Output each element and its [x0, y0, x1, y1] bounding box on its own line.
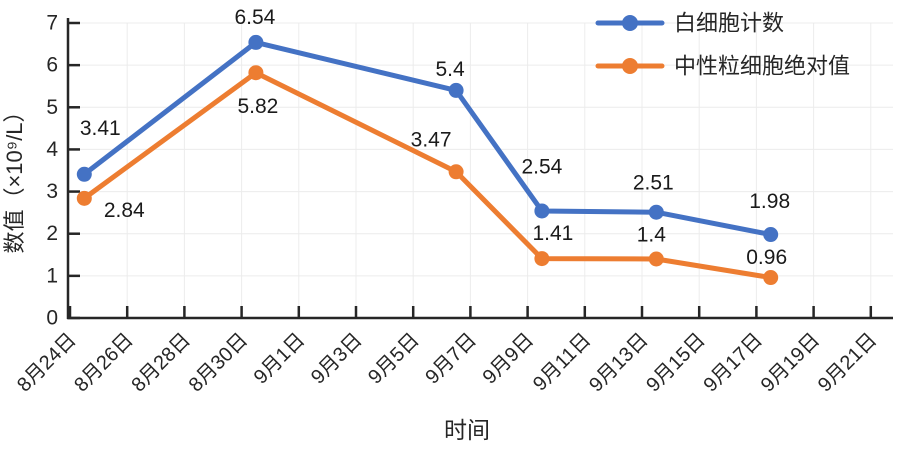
data-label: 3.47: [411, 128, 452, 151]
x-tick-label: 9月1日: [250, 329, 310, 389]
y-axis-title: 数值（×10⁹/L）: [2, 100, 27, 253]
data-label: 1.4: [637, 224, 667, 247]
y-tick-label: 3: [46, 180, 58, 203]
data-point-marker: [448, 164, 464, 180]
data-label: 5.82: [237, 95, 278, 118]
data-point-marker: [648, 204, 664, 220]
data-point-marker: [76, 166, 92, 182]
y-tick-label: 7: [46, 12, 58, 35]
data-label: 1.41: [532, 222, 573, 245]
legend-label: 白细胞计数: [674, 11, 784, 36]
series-line: [81, 39, 774, 238]
y-tick-label: 4: [46, 138, 58, 161]
x-tick-label: 9月3日: [307, 329, 367, 389]
x-axis-title: 时间: [444, 417, 490, 443]
x-tick-label: 9月5日: [364, 329, 424, 389]
data-label: 2.54: [521, 155, 562, 178]
data-point-marker: [248, 34, 264, 50]
data-label: 3.41: [80, 117, 121, 140]
y-tick-label: 2: [46, 222, 58, 245]
x-tick-label: 9月17日: [699, 329, 766, 396]
data-label: 0.96: [746, 246, 787, 269]
data-point-marker: [448, 82, 464, 98]
y-tick-label: 1: [46, 264, 58, 287]
x-tick-label: 9月15日: [642, 329, 709, 396]
y-tick-label: 6: [46, 54, 58, 77]
y-tick-labels: 0 1 2 3 4 5 6 7: [46, 12, 58, 330]
data-label: 1.98: [749, 190, 790, 213]
legend-dot-marker: [622, 15, 638, 31]
data-point-marker: [648, 251, 664, 267]
data-point-marker: [534, 251, 550, 267]
data-point-marker: [534, 203, 550, 219]
data-point-marker: [248, 65, 264, 81]
series-line: [81, 70, 774, 281]
x-tick-label: 9月19日: [757, 329, 824, 396]
x-tick-label: 8月30日: [185, 329, 252, 396]
x-tick-label: 8月28日: [127, 329, 194, 396]
x-tick-label: 8月24日: [13, 329, 80, 396]
legend-label: 中性粒细胞绝对值: [674, 54, 850, 79]
data-label: 2.84: [104, 199, 145, 222]
data-point-marker: [76, 190, 92, 206]
y-tick-label: 0: [46, 307, 58, 330]
y-tick-label: 5: [46, 96, 58, 119]
series-1: 2.84 5.82 3.47 1.41 1.4 0.96: [76, 65, 787, 286]
data-label: 2.51: [633, 172, 674, 195]
data-label: 6.54: [234, 6, 275, 29]
x-tick-label: 9月7日: [421, 329, 481, 389]
x-tick-label: 9月11日: [529, 329, 595, 395]
data-point-marker: [763, 270, 779, 286]
x-tick-labels: 8月24日8月26日8月28日8月30日9月1日9月3日9月5日9月7日9月9日…: [13, 329, 881, 396]
x-tick-label: 8月26日: [70, 329, 137, 396]
x-tick-label: 9月21日: [814, 329, 881, 396]
legend-dot-marker: [622, 58, 638, 74]
x-tick-label: 9月13日: [585, 329, 652, 396]
series-0: 3.41 6.54 5.4 2.54 2.51 1.98: [76, 6, 790, 243]
data-label: 5.4: [435, 58, 465, 81]
gridlines: [68, 22, 893, 318]
axes: [66, 18, 893, 320]
data-point-marker: [763, 227, 779, 243]
